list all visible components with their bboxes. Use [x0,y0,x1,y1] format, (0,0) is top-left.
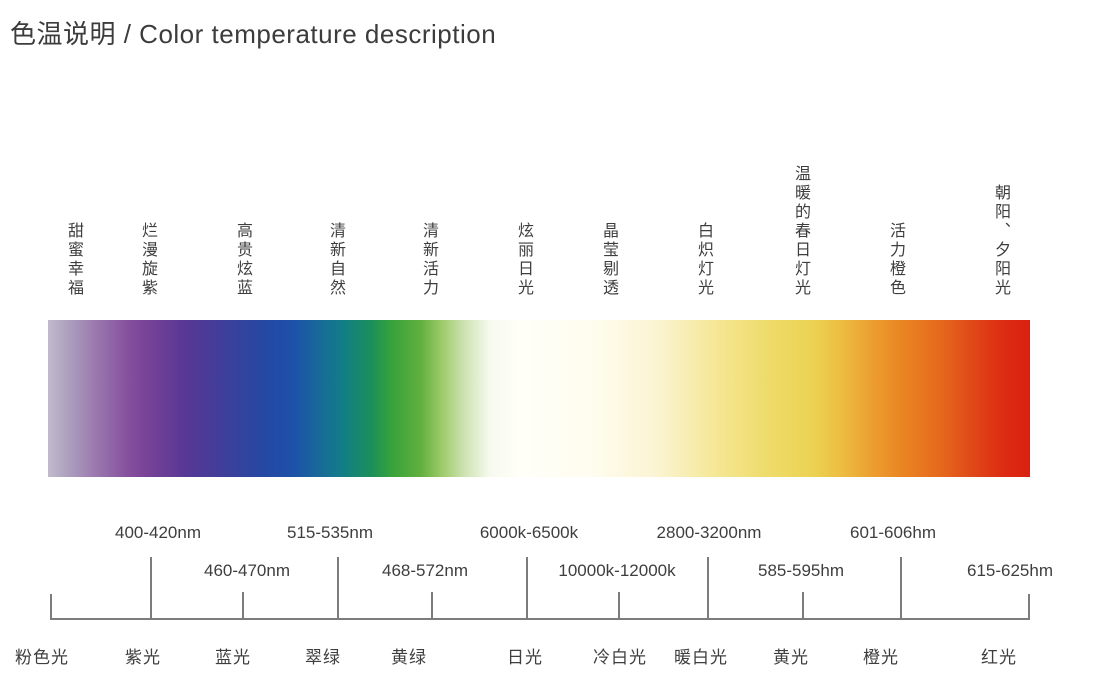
mood-label: 炫丽日光 [515,222,532,298]
range-label: 615-625hm [966,561,1054,580]
ruler-end-tick [1028,594,1030,619]
mood-label: 温暖的春日灯光 [792,165,809,298]
ruler-tall-tick [900,557,902,619]
light-name: 黄光 [773,648,809,667]
range-label: 601-606hm [849,523,937,542]
light-name: 翠绿 [305,648,341,667]
light-name: 橙光 [863,648,899,667]
range-label: 515-535nm [286,523,374,542]
light-name: 日光 [507,648,543,667]
ruler-short-tick [242,592,244,619]
light-name: 暖白光 [674,648,728,667]
range-label: 2800-3200nm [656,523,762,542]
mood-label: 白炽灯光 [695,222,712,298]
light-name: 蓝光 [215,648,251,667]
range-label: 460-470nm [203,561,291,580]
range-label: 10000k-12000k [558,561,676,580]
page-title: 色温说明 / Color temperature description [10,19,497,49]
light-name: 黄绿 [391,648,427,667]
ruler-tall-tick [150,557,152,619]
color-gradient-bar [48,320,1030,477]
mood-label: 活力橙色 [887,222,904,298]
ruler-short-tick [802,592,804,619]
ruler-tall-tick [526,557,528,619]
ruler-tall-tick [707,557,709,619]
ruler-tall-tick [337,557,339,619]
ruler-end-tick [50,594,52,619]
range-label: 585-595hm [757,561,845,580]
mood-label: 晶莹剔透 [600,222,617,298]
ruler-short-tick [431,592,433,619]
mood-label: 清新活力 [420,222,437,298]
light-name: 粉色光 [15,648,69,667]
mood-label: 高贵炫蓝 [234,222,251,298]
light-name: 红光 [981,648,1017,667]
ruler-baseline [50,618,1030,620]
light-name: 冷白光 [593,648,647,667]
mood-label: 烂漫旋紫 [139,222,156,298]
ruler-short-tick [618,592,620,619]
mood-label: 朝阳、夕阳光 [992,184,1009,298]
mood-label: 清新自然 [327,222,344,298]
range-label: 6000k-6500k [479,523,579,542]
light-name: 紫光 [125,648,161,667]
range-label: 468-572nm [381,561,469,580]
range-label: 400-420nm [114,523,202,542]
mood-label: 甜蜜幸福 [65,222,82,298]
